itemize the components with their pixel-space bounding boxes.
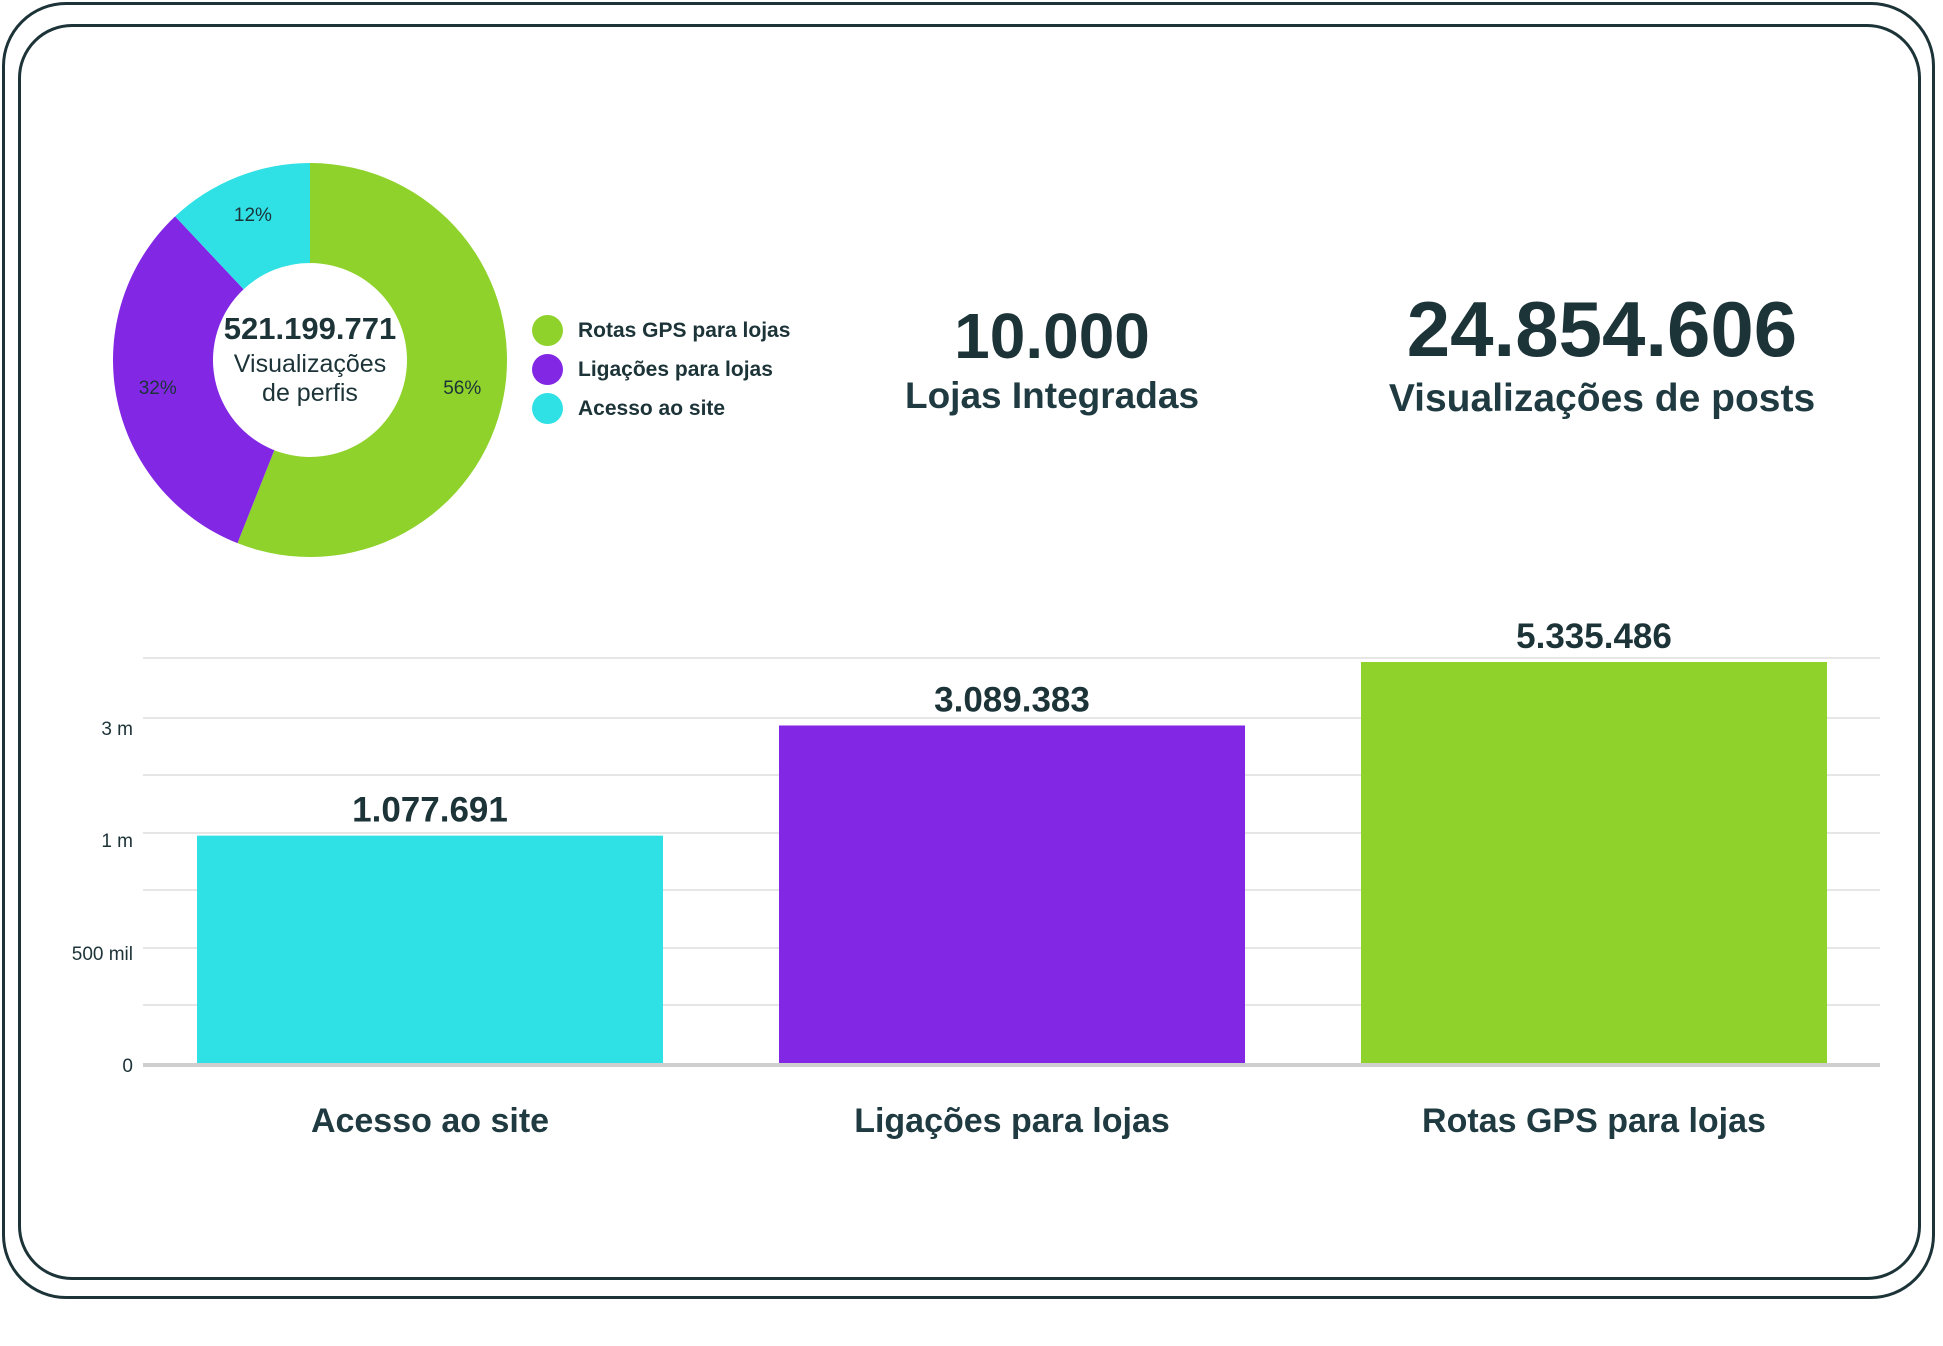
legend-label: Rotas GPS para lojas (578, 318, 791, 342)
bar (1361, 662, 1827, 1065)
kpi-value: 10.000 (954, 300, 1150, 372)
bar-value-label: 1.077.691 (352, 791, 508, 830)
donut-legend: Rotas GPS para lojas Ligações para lojas… (532, 311, 790, 428)
legend-label: Acesso ao site (578, 396, 726, 420)
donut-slice-label: 32% (139, 378, 177, 399)
y-tick-label: 500 mil (72, 944, 133, 965)
inner-frame (18, 24, 1921, 1280)
y-tick-label: 1 m (101, 831, 133, 852)
donut-total: 521.199.771 (223, 311, 397, 346)
x-category-label: Ligações para lojas (854, 1102, 1170, 1140)
legend-label: Ligações para lojas (578, 357, 773, 381)
legend-dot-green (532, 315, 563, 346)
legend-item-acesso: Acesso ao site (532, 389, 790, 428)
bar (779, 725, 1245, 1065)
outer-frame (2, 2, 1935, 1299)
y-tick-label: 0 (122, 1056, 133, 1077)
legend-dot-cyan (532, 393, 563, 424)
kpi-value: 24.854.606 (1406, 285, 1798, 373)
bar-value-label: 3.089.383 (934, 680, 1090, 719)
donut-slice-label: 12% (234, 205, 272, 226)
kpi-label: Lojas Integradas (904, 375, 1200, 416)
donut-slice (113, 216, 275, 544)
donut-subtitle: Visualizações de perfis (233, 350, 387, 407)
kpi-lojas-integradas: 10.000 Lojas Integradas (852, 300, 1252, 418)
donut-slice-label: 56% (443, 378, 481, 399)
y-tick-label: 3 m (101, 719, 133, 740)
kpi-visualizacoes-posts: 24.854.606 Visualizações de posts (1352, 286, 1852, 422)
legend-dot-purple (532, 354, 563, 385)
bar-chart: 0 500 mil 1 m 3 m 1.077.691 Acesso ao site 3.0… (72, 617, 1880, 1140)
donut-chart: 56% 32% 12% (113, 163, 508, 557)
donut-slice (237, 163, 508, 557)
x-category-label: Acesso ao site (311, 1102, 549, 1140)
bar-value-label: 5.335.486 (1516, 617, 1672, 656)
legend-item-rotas: Rotas GPS para lojas (532, 311, 790, 350)
donut-slice (175, 163, 310, 290)
legend-item-ligacoes: Ligações para lojas (532, 350, 790, 389)
kpi-label: Visualizações de posts (1388, 377, 1816, 420)
donut-center: 521.199.771 Visualizações de perfis (190, 310, 430, 408)
x-category-label: Rotas GPS para lojas (1422, 1102, 1766, 1140)
bar (197, 835, 663, 1065)
